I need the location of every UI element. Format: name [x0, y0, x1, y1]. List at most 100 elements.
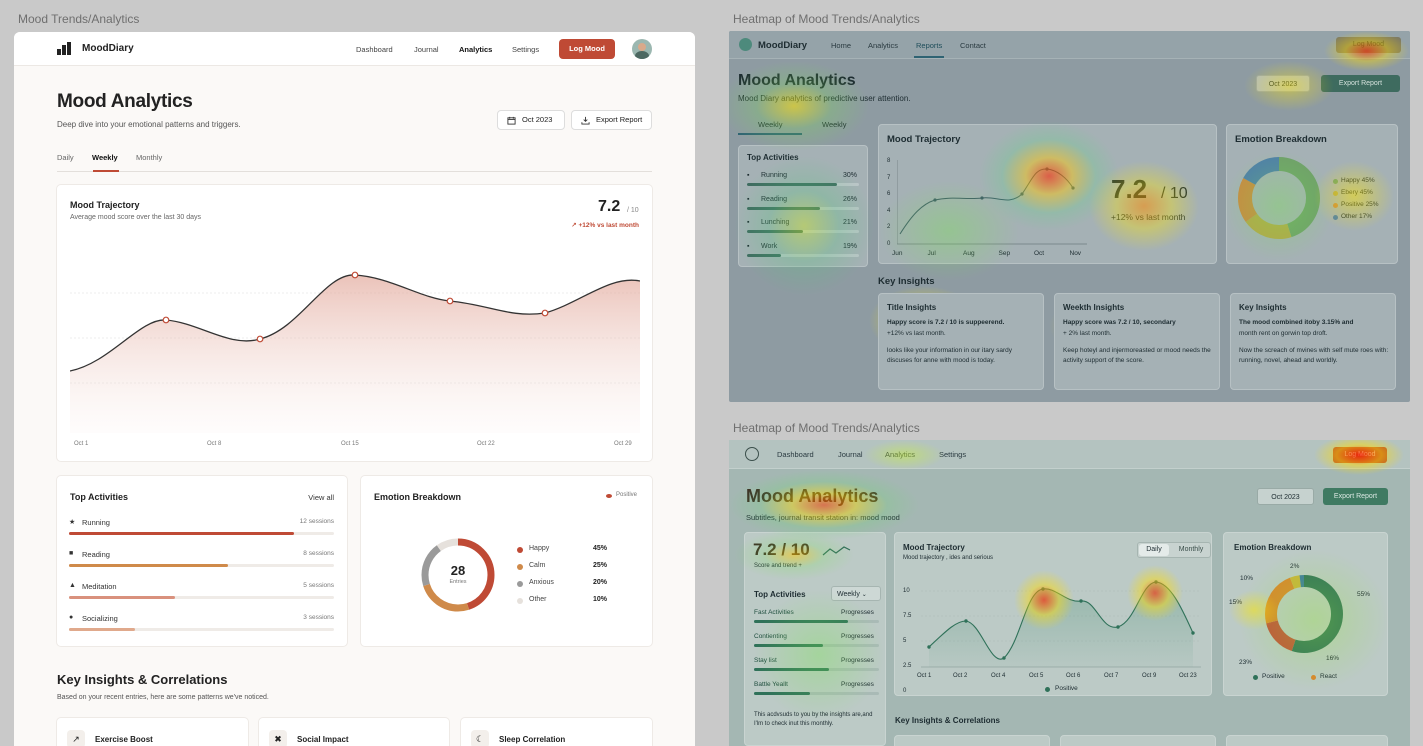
heat2-x-label: Oct 5 [1029, 673, 1044, 679]
heatmap-top: MoodDiary Home Analytics Reports Contact… [729, 31, 1410, 402]
emotion-legend-item: Calm 25% [517, 562, 607, 574]
heat2-toggle-monthly[interactable]: Monthly [1178, 546, 1204, 553]
heat2-toggle-daily[interactable]: Daily [1139, 544, 1169, 556]
heat1-nav-analytics[interactable]: Analytics [868, 41, 899, 50]
avatar[interactable] [632, 39, 652, 59]
activity-row[interactable]: ★ Running 12 sessions [69, 518, 334, 542]
heat2-activities-select[interactable]: Weekly ⌄ [831, 586, 881, 601]
heat2-x-label: Oct 2 [953, 673, 968, 679]
heat1-y-label: 0 [887, 240, 891, 247]
view-all-link[interactable]: View all [308, 493, 334, 502]
nav-analytics[interactable]: Analytics [459, 45, 493, 54]
heat1-brand[interactable]: MoodDiary [758, 40, 808, 51]
trajectory-point [351, 271, 359, 279]
emotion-name: Other [529, 596, 547, 603]
nav-journal[interactable]: Journal [414, 45, 439, 54]
heat1-nav-home[interactable]: Home [831, 41, 852, 50]
heat1-activity-track [747, 230, 859, 233]
insight-card-exercise[interactable]: ↗ Exercise Boost [56, 717, 249, 746]
activity-row[interactable]: ● Socializing 3 sessions [69, 614, 334, 638]
heat1-activity-pct: 21% [843, 219, 858, 226]
heat1-subtitle: Mood Diary analytics of predictive user … [738, 94, 911, 103]
heat2-export-button[interactable]: Export Report [1323, 488, 1388, 505]
heat1-nav-contact[interactable]: Contact [960, 41, 986, 50]
heat1-trajectory-card: Mood Trajectory 7.2 / 10 +12% vs last mo… [878, 124, 1217, 264]
insights-title: Key Insights & Correlations [57, 672, 228, 687]
heat2-activity-name: Fast Activities [754, 609, 794, 616]
tab-divider [57, 171, 652, 172]
heat2-nav-dashboard[interactable]: Dashboard [777, 450, 814, 459]
heat2-date-button[interactable]: Oct 2023 [1257, 488, 1314, 505]
activity-row[interactable]: ▲ Meditation 5 sessions [69, 582, 334, 606]
heat2-y-label: 2.5 [903, 663, 912, 669]
tab-monthly[interactable]: Monthly [136, 153, 163, 162]
heat2-trajectory-point [1002, 656, 1006, 660]
tab-daily[interactable]: Daily [57, 153, 74, 162]
trajectory-chart [70, 271, 640, 433]
emotion-name: Calm [529, 562, 546, 569]
heat1-tab-weekly[interactable]: Weekly [758, 120, 783, 129]
heat1-trajectory-chart [897, 160, 1087, 245]
activity-progress-fill [69, 564, 228, 567]
heat1-export-button[interactable]: Export Report [1321, 75, 1400, 92]
insight-card-sleep[interactable]: ☾ Sleep Correlation [460, 717, 653, 746]
heat2-trajectory-point [1041, 587, 1045, 591]
legend-positive: Positive [616, 492, 638, 498]
donut-label: 55% [1357, 591, 1371, 598]
x-axis-label: Oct 22 [477, 441, 495, 447]
trajectory-score-max: / 10 [627, 207, 639, 214]
tab-weekly[interactable]: Weekly [92, 153, 118, 162]
insight-card-title: Social Impact [297, 735, 349, 744]
heat1-date-button[interactable]: Oct 2023 [1256, 75, 1310, 92]
heat1-insight-card[interactable]: Title Insights Happy score is 7.2 / 10 is… [878, 293, 1044, 390]
heat2-activities-title: Top Activities [754, 590, 806, 599]
legend-dot-icon [1333, 191, 1338, 196]
heat2-x-label: Oct 23 [1179, 673, 1197, 679]
date-picker-label: Oct 2023 [522, 115, 553, 124]
heat2-score: 7.2 / 10 [753, 540, 810, 559]
heat1-insight-card[interactable]: Weekth Insights Happy score was 7.2 / 10,… [1054, 293, 1220, 390]
heat2-trajectory-point [1191, 631, 1195, 635]
activity-progress-fill [69, 596, 175, 599]
heat1-activity-fill [747, 183, 837, 186]
heat1-tab-weekly-2[interactable]: Weekly [822, 120, 847, 129]
heat1-insight-title: Title Insights [887, 303, 937, 312]
heat2-y-label: 5 [903, 638, 907, 644]
insight-card-social[interactable]: ✖ Social Impact [258, 717, 450, 746]
nav-settings[interactable]: Settings [512, 45, 540, 54]
top-nav: MoodDiary Dashboard Journal Analytics Se… [14, 32, 695, 66]
log-mood-button[interactable]: Log Mood [559, 39, 615, 59]
donut-label: 15% [1229, 599, 1243, 606]
brand-logo-icon[interactable] [57, 42, 71, 55]
heat1-activity-pct: 19% [843, 242, 858, 250]
export-report-button[interactable]: Export Report [571, 110, 652, 130]
heat1-emotion-legend-item: Happy 45% [1341, 177, 1375, 184]
heat1-insight-card[interactable]: Key Insights The mood combined itoby 3.15… [1230, 293, 1396, 390]
heat2-y-label: 7.5 [903, 613, 912, 619]
legend-dot-icon [1333, 215, 1338, 220]
brand-name[interactable]: MoodDiary [82, 43, 134, 54]
heat1-emotion-legend-item: Other 17% [1341, 213, 1373, 220]
caption-left: Mood Trends/Analytics [18, 12, 140, 26]
heat1-activity-name: Reading [761, 195, 788, 203]
heat2-log-mood-button[interactable]: Log Mood [1333, 447, 1387, 463]
trajectory-title: Mood Trajectory [70, 200, 140, 210]
heat1-nav-reports[interactable]: Reports [916, 41, 943, 50]
emotion-legend-item: Other 10% [517, 596, 607, 608]
heatmap-bottom: Dashboard Journal Analytics Settings Log… [729, 440, 1410, 746]
heat2-smile-icon[interactable] [745, 447, 759, 461]
trajectory-point [162, 316, 170, 324]
heat1-insight-line: month rent on gorwin top droft. [1239, 330, 1328, 337]
heat2-nav-settings[interactable]: Settings [939, 450, 967, 459]
heat2-emotion-title: Emotion Breakdown [1234, 543, 1312, 552]
heat1-logo-icon[interactable] [739, 38, 752, 51]
nav-dashboard[interactable]: Dashboard [356, 45, 393, 54]
heat1-score-change: +12% vs last month [1111, 212, 1186, 222]
heat2-nav-analytics[interactable]: Analytics [885, 450, 916, 459]
heat1-log-mood-button[interactable]: Log Mood [1336, 37, 1401, 53]
activity-row[interactable]: ■ Reading 8 sessions [69, 550, 334, 574]
date-picker-button[interactable]: Oct 2023 [497, 110, 565, 130]
heat2-activities-select-label: Weekly [837, 591, 860, 598]
x-axis-label: Oct 15 [341, 441, 359, 447]
heat2-nav-journal[interactable]: Journal [838, 450, 863, 459]
